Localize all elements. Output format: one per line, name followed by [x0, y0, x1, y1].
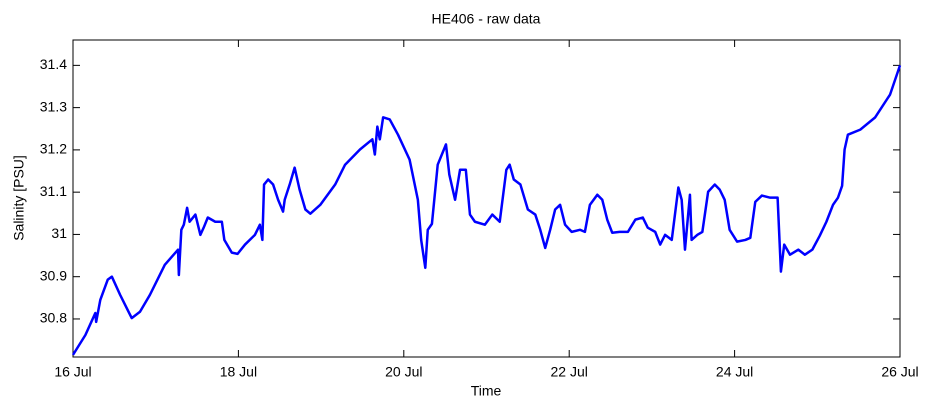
y-tick-label: 31.1	[40, 183, 67, 199]
x-tick-label: 24 Jul	[716, 364, 753, 380]
y-tick-label: 31.4	[40, 56, 67, 72]
y-tick-label: 30.9	[40, 267, 67, 283]
plot-frame	[72, 39, 901, 358]
x-tick-label: 20 Jul	[385, 364, 422, 380]
x-tick-label: 22 Jul	[551, 364, 588, 380]
y-tick-label: 30.8	[40, 310, 67, 326]
x-tick-label: 18 Jul	[220, 364, 257, 380]
y-tick-label: 31.2	[40, 141, 67, 157]
x-tick-label: 26 Jul	[881, 364, 918, 380]
y-tick-label: 31.3	[40, 98, 67, 114]
y-tick-label: 31	[51, 225, 67, 241]
chart-title: HE406 - raw data	[432, 11, 541, 27]
x-tick-label: 16 Jul	[54, 364, 91, 380]
x-axis-label: Time	[471, 383, 502, 399]
y-axis-label: Salinity [PSU]	[11, 155, 27, 241]
data-line	[71, 64, 902, 356]
